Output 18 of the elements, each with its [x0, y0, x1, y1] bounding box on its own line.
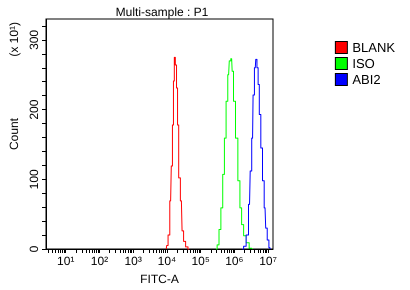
- text: (x 10¹): [7, 22, 21, 57]
- x-tick-label: 10⁴: [158, 254, 176, 268]
- y-tick-label: 200: [27, 99, 41, 120]
- chart-title: Multi-sample : P1: [116, 5, 209, 19]
- y-tick-label: 100: [27, 168, 41, 190]
- x-tick-label: 10³: [124, 254, 142, 268]
- legend-label: BLANK: [352, 40, 396, 55]
- y-axis-title: Count: [7, 117, 21, 150]
- legend-label: ISO: [352, 56, 375, 71]
- x-tick-label: 10⁶: [225, 254, 244, 268]
- x-tick-label: 10⁷: [259, 254, 277, 268]
- x-axis-title: FITC-A: [140, 272, 179, 286]
- y-tick-label: 0: [27, 245, 41, 252]
- x-tick-label: 10⁵: [191, 254, 210, 268]
- y-tick-label: 300: [27, 30, 41, 50]
- x-tick-label: 10²: [90, 254, 108, 268]
- x-tick-label: 10¹: [57, 254, 74, 268]
- legend-label: ABI2: [352, 72, 381, 87]
